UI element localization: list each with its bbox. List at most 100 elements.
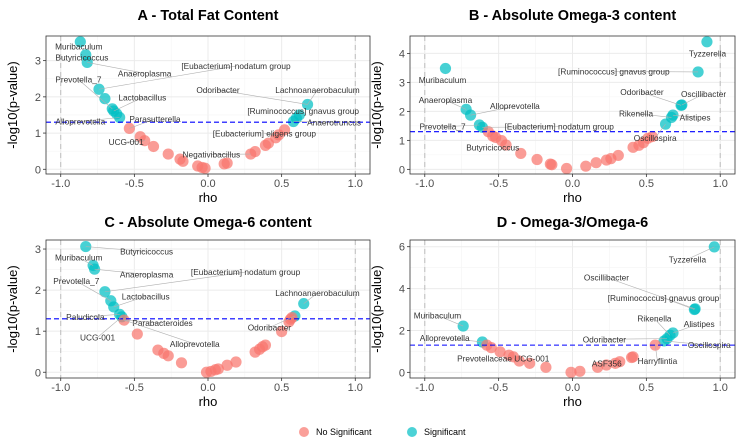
point-label: Lactobacillus [118,93,166,103]
label-leader-line [217,89,308,105]
point-label: [Ruminococcus] gnavus group [247,106,359,116]
label-leader-line [681,93,704,106]
point-label: Prevotella_7 [419,122,466,132]
data-point-significant [701,36,713,48]
x-tick-label: -1.0 [51,382,70,394]
data-point-not-significant [139,135,151,147]
data-point-not-significant [612,149,624,162]
x-axis-title: rho [563,394,582,409]
x-tick-label: -1.0 [415,382,434,394]
data-point-not-significant [131,328,143,340]
x-tick-label: 0.5 [639,178,654,190]
legend-label-significant: Significant [424,427,466,437]
y-tick-label: 3 [399,77,405,89]
legend-label-not-significant: No Significant [316,427,372,437]
point-label: Oscillibacter [584,272,629,282]
point-label: Alloprevotella [55,116,105,126]
y-tick-label: 2 [399,106,405,118]
label-leader-line [445,99,467,110]
data-point-not-significant [162,350,174,362]
data-point-not-significant [531,153,543,166]
data-point-not-significant [540,361,552,373]
panel-d: Tyzzerella Oscillibacter [Ruminococcus] gn… [369,215,736,409]
label-leader-line [113,295,146,308]
data-point-not-significant [276,325,288,338]
y-tick-label: 1 [399,135,405,147]
data-point-not-significant [249,145,261,158]
label-leader-line [293,121,335,123]
panel-b: Tyzzerella [Ruminococcus] gnavus group Mur… [369,8,736,205]
panel-title: B - Absolute Omega-3 content [469,8,676,24]
x-tick-label: -0.5 [489,178,508,190]
label-leader-line [482,126,560,128]
label-leader-line [687,246,715,260]
point-label: [Ruminococcus] gnavus group [608,293,720,303]
point-label: Harryflintia [638,356,678,366]
label-leader-line [269,315,296,328]
label-leader-line [606,277,696,310]
point-label: ASF356 [592,358,622,368]
data-point-significant [74,36,86,48]
data-point-not-significant [177,155,189,167]
x-tick-label: 0.0 [565,382,580,394]
label-leader-line [129,118,156,129]
point-label: Alloprevotella [490,101,540,111]
point-label: [Eubacterium] nodatum group [181,61,291,71]
legend-key-not-significant [299,427,309,437]
label-leader-line [98,65,237,90]
data-point-not-significant [590,157,602,169]
x-tick-label: 0.0 [200,382,215,394]
label-leader-line [78,79,113,110]
data-point-not-significant [259,339,272,351]
data-point-not-significant [580,160,592,172]
point-label: Anaeroplasma [419,95,473,105]
point-label: Butyricicoccus [55,53,108,63]
label-leader-line [635,113,672,118]
y-tick-label: 3 [35,244,41,256]
label-leader-line [672,323,700,334]
data-point-not-significant [513,355,525,367]
label-leader-line [85,246,147,252]
point-label: Muribaculum [419,75,467,85]
x-axis-title: rho [199,394,218,409]
data-point-not-significant [175,357,188,369]
label-leader-line [641,91,682,106]
x-tick-label: -1.0 [51,178,70,190]
point-label: Prevotella_7 [53,276,100,286]
y-axis-title: -log10(p-value) [5,265,20,352]
label-leader-line [76,280,111,302]
data-point-not-significant [546,159,558,171]
y-axis-title: -log10(p-value) [369,61,384,148]
label-leader-line [97,316,123,338]
x-tick-label: 1.0 [713,178,728,190]
point-label: Alloprevotella [170,339,220,349]
y-tick-label: 4 [399,284,405,296]
label-leader-line [664,340,710,346]
point-label: Butyricicoccus [120,247,173,257]
x-tick-label: -1.0 [415,178,434,190]
point-label: Odoribacter [196,85,240,95]
x-axis-title: rho [563,190,582,205]
x-tick-label: -0.5 [489,382,508,394]
point-label: [Ruminococcus] gnavus group [558,66,670,76]
data-point-not-significant [614,356,626,368]
point-label: Alistipes [680,112,711,122]
point-label: Oscillibacter [681,89,726,99]
y-tick-label: 1 [35,326,41,338]
point-label: Oscillospira [688,340,731,350]
data-point-not-significant [560,162,573,175]
point-label: Lachnoanaerobaculum [275,288,360,298]
label-leader-line [264,133,279,136]
y-tick-label: 2 [399,325,405,337]
y-tick-label: 2 [35,92,41,104]
y-tick-label: 0 [35,367,41,379]
data-point-not-significant [494,346,506,358]
x-tick-label: 0.5 [274,178,289,190]
data-point-not-significant [515,147,527,160]
y-tick-label: 3 [35,56,41,68]
point-label: Muribaculum [55,253,103,263]
label-leader-line [124,319,163,324]
point-label: Prevotellaceae UCG-001 [457,354,550,364]
data-point-not-significant [221,157,233,169]
point-label: Odoribacter [248,322,292,332]
